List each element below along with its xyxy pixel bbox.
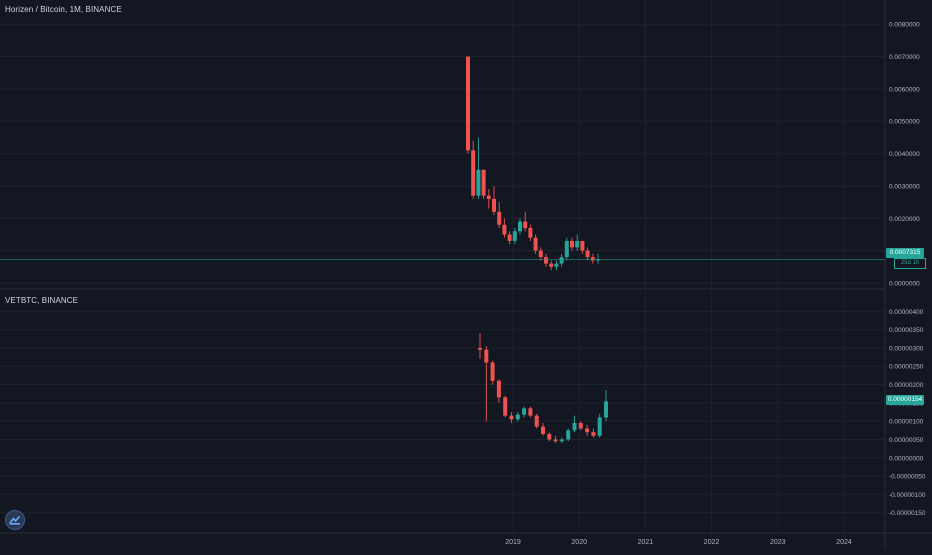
bottom-candle-body	[604, 401, 608, 418]
top-candle-body	[486, 195, 491, 199]
bottom-pane-title: VETBTC, BINANCE	[5, 296, 79, 305]
top-candle-body	[559, 257, 564, 264]
top-y-tick-label: 0.0070000	[889, 54, 920, 61]
bottom-y-tick-label: -0.00000050	[889, 474, 926, 481]
bottom-candle-body	[547, 433, 552, 440]
top-candle-body	[544, 257, 548, 264]
top-candle-body	[570, 240, 574, 248]
x-tick-label: 2024	[836, 539, 852, 546]
time-axis[interactable]: 2019 2020 2021 2022 2023 2024	[505, 539, 852, 546]
tradingview-logo-glyph	[9, 515, 21, 525]
top-candle-body	[481, 169, 486, 196]
bottom-candle-body	[559, 439, 564, 442]
bottom-y-tick-label: 0.00000300	[889, 345, 924, 352]
bottom-candle-body	[572, 422, 577, 431]
bottom-last-price-tag: 0.00000154	[886, 395, 924, 405]
top-candle-body	[538, 250, 543, 258]
bottom-candle-body	[566, 430, 571, 440]
top-candle-body	[523, 221, 528, 228]
x-tick-label: 2020	[571, 539, 587, 546]
top-candle-body	[518, 221, 522, 232]
bottom-candle-body	[478, 347, 482, 350]
bottom-candle-body	[597, 417, 602, 436]
top-pane-title: Horizen / Bitcoin, 1M, BINANCE	[5, 5, 122, 14]
bottom-candle-body	[503, 397, 508, 416]
x-tick-label: 2022	[704, 539, 720, 546]
top-y-tick-label: 0.0020000	[889, 216, 920, 223]
bottom-candle-body	[541, 426, 545, 434]
bottom-y-tick-label: 0.00000050	[889, 437, 924, 444]
bottom-candle-body	[591, 432, 596, 436]
bottom-y-tick-label: -0.00000100	[889, 492, 926, 499]
top-candle-body	[528, 228, 533, 238]
bottom-y-tick-label: -0.00000150	[889, 510, 926, 517]
top-y-tick-label: 0.0000000	[889, 281, 920, 288]
top-candle-body	[497, 211, 502, 225]
top-pane-grid	[0, 0, 885, 288]
bottom-candle-body	[509, 415, 514, 420]
bottom-candle-body	[534, 415, 539, 427]
top-candle-body	[585, 250, 590, 258]
top-candle-body	[533, 237, 538, 251]
x-tick-label: 2019	[505, 539, 521, 546]
top-candle-body	[554, 263, 559, 267]
top-candle-body	[471, 150, 476, 196]
tradingview-logo-icon[interactable]	[5, 510, 25, 530]
bottom-pane-grid	[0, 290, 885, 532]
bottom-candle-body	[585, 428, 590, 433]
bottom-candle-body	[578, 422, 583, 429]
bottom-candle-body	[490, 362, 495, 381]
bottom-y-tick-label: 0.00000200	[889, 382, 924, 389]
top-candle-body	[590, 257, 595, 261]
bottom-candle-body	[528, 408, 533, 416]
top-candle-body	[596, 259, 600, 261]
top-candle-body	[507, 234, 512, 241]
bottom-y-tick-label: 0.00000000	[889, 455, 924, 462]
top-candle-body	[502, 224, 507, 235]
bottom-y-tick-label: 0.00000250	[889, 364, 924, 371]
bottom-candle-body	[553, 439, 558, 442]
bottom-y-tick-label: 0.00000100	[889, 419, 924, 426]
bottom-candle-body	[522, 408, 527, 415]
top-y-tick-label: 0.0040000	[889, 151, 920, 158]
top-last-price-tag: 0.0007315	[886, 248, 924, 258]
bottom-y-tick-label: 0.00000400	[889, 309, 924, 316]
top-y-tick-label: 0.0060000	[889, 86, 920, 93]
top-candle-body	[476, 169, 481, 196]
x-tick-label: 2021	[638, 539, 654, 546]
bottom-candle-body	[496, 380, 501, 398]
top-y-tick-label: 0.0080000	[889, 22, 920, 29]
top-candle-body	[492, 198, 496, 212]
x-tick-label: 2023	[770, 539, 786, 546]
bottom-candles	[478, 333, 608, 444]
top-candle-body	[512, 231, 517, 241]
top-bar-countdown: 25d 1h	[894, 258, 926, 269]
top-candle-body	[575, 240, 580, 248]
top-candle-body	[564, 240, 569, 258]
top-candle-body	[549, 263, 554, 267]
bottom-price-axis[interactable]: 0.00000400 0.00000350 0.00000300 0.00000250…	[889, 309, 926, 517]
bottom-y-tick-label: 0.00000350	[889, 327, 924, 334]
top-candles	[466, 56, 600, 271]
top-candle-body	[466, 56, 470, 151]
bottom-candle-body	[484, 349, 489, 363]
top-candle-body	[580, 240, 585, 251]
top-y-tick-label: 0.0030000	[889, 183, 920, 190]
bottom-candle-body	[515, 414, 520, 420]
top-y-tick-label: 0.0050000	[889, 119, 920, 126]
